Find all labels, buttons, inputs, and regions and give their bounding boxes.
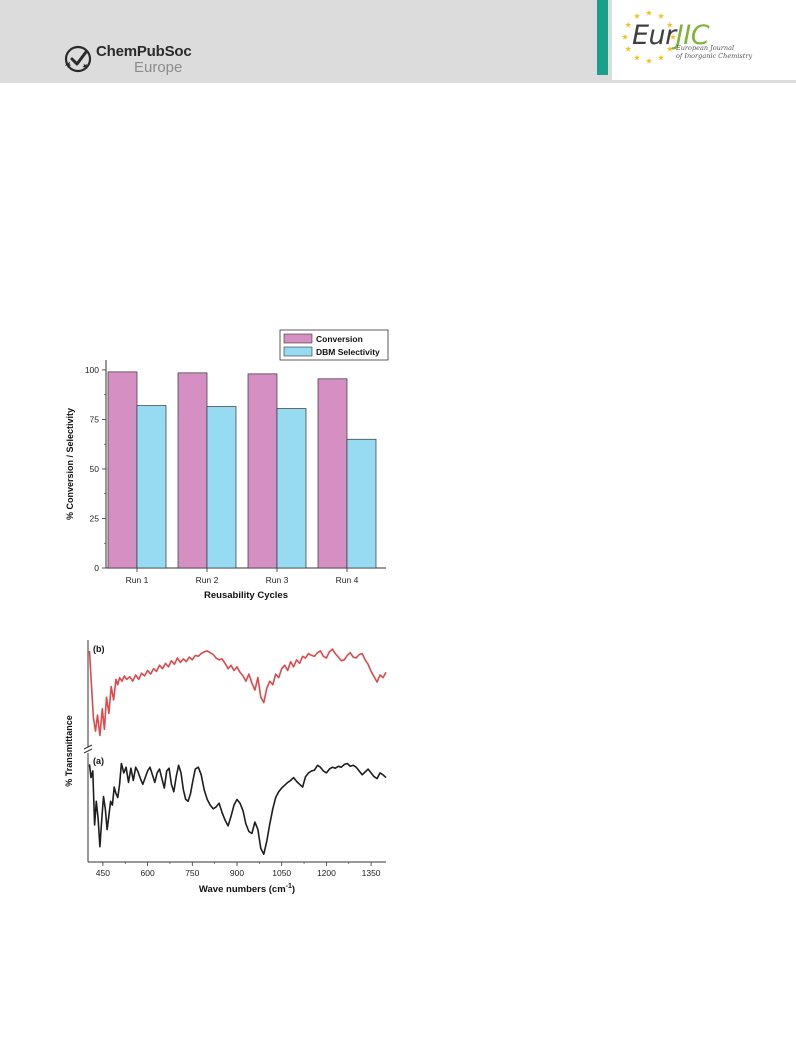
ir-x-tick-label: 450 xyxy=(96,868,110,878)
ir-x-tick-label: 1200 xyxy=(317,868,336,878)
ir-x-tick-label: 1050 xyxy=(272,868,291,878)
bar-conversion-3 xyxy=(247,373,278,569)
bar-conversion-1 xyxy=(107,371,138,569)
ir-x-axis-title-sup: -1 xyxy=(286,883,292,890)
publisher-region: Europe xyxy=(134,59,183,76)
publisher-name: ChemPubSoc xyxy=(96,43,192,60)
bar-selectivity-2 xyxy=(206,406,237,569)
bar-legend-swatch-2 xyxy=(283,346,313,357)
journal-accent-bar xyxy=(597,0,608,75)
ir-x-tick-label: 900 xyxy=(230,868,244,878)
bar-selectivity-4 xyxy=(346,438,377,569)
bar-conversion-2 xyxy=(177,372,208,569)
bar-y-tick-label: 0 xyxy=(94,563,99,573)
ir-axis-break-mark-2 xyxy=(83,748,93,754)
journal-fullname: European Journal of Inorganic Chemistry xyxy=(676,44,753,60)
bar-x-tick-label: Run 2 xyxy=(196,575,219,585)
journal-wordmark-part2: JIC xyxy=(675,20,710,51)
ir-x-tick-label: 600 xyxy=(141,868,155,878)
eu-star-6 xyxy=(657,54,665,61)
eu-star-7 xyxy=(645,57,653,64)
bar-y-tick-label: 75 xyxy=(90,414,100,424)
ir-axis-break-mark-1 xyxy=(83,744,93,750)
eu-star-10 xyxy=(621,33,629,40)
eu-stars-icon xyxy=(621,9,677,64)
ir-trace-b xyxy=(88,648,387,737)
bar-x-tick-label: Run 1 xyxy=(126,575,149,585)
bar-x-tick-label: Run 4 xyxy=(336,575,359,585)
eu-star-2 xyxy=(657,13,665,19)
ir-series-label-b: (b) xyxy=(93,644,105,654)
bar-y-tick-label: 25 xyxy=(90,513,100,523)
ir-x-tick-label: 750 xyxy=(185,868,199,878)
ir-series-label-a: (a) xyxy=(93,756,104,766)
bar-legend-label-1: Conversion xyxy=(316,334,363,344)
ir-x-axis-title: Wave numbers (cm-1) xyxy=(199,883,295,895)
ir-x-tick-label: 1350 xyxy=(362,868,381,878)
bar-conversion-4 xyxy=(317,378,348,569)
bar-chart-canvas: Conversion DBM Selectivity 0 25 50 75 100 Run 1… xyxy=(65,329,389,601)
journal-fullname-line2: of Inorganic Chemistry xyxy=(676,51,753,60)
chempubsoc-logo: ChemPubSoc Europe xyxy=(64,42,204,78)
bar-x-tick-label: Run 3 xyxy=(266,575,289,585)
bar-selectivity-1 xyxy=(136,405,167,569)
ir-y-axis-title: % Transmittance xyxy=(64,715,74,787)
bar-y-tick-label: 50 xyxy=(90,464,100,474)
reusability-bar-chart: Conversion DBM Selectivity 0 25 50 75 100 Run 1… xyxy=(60,326,400,610)
ir-spectra-chart: 450 600 750 900 1050 1200 1350 (b) (a) Wave numbe… xyxy=(60,636,400,900)
journal-wordmark: EurJIC xyxy=(632,20,710,51)
ir-x-axis-title-close: ) xyxy=(292,884,295,895)
eu-star-12 xyxy=(633,13,641,19)
ir-trace-a xyxy=(88,762,387,855)
bar-selectivity-3 xyxy=(276,408,307,569)
eu-star-1 xyxy=(645,9,653,16)
eu-star-3 xyxy=(666,21,673,28)
eu-star-4 xyxy=(669,33,677,40)
ir-chart-canvas: 450 600 750 900 1050 1200 1350 (b) (a) Wave numbe… xyxy=(64,640,387,895)
journal-wordmark-part1: Eur xyxy=(632,20,676,51)
journal-header: ChemPubSoc Europe EurJIC European Journa… xyxy=(0,0,796,83)
bar-legend-label-2: DBM Selectivity xyxy=(316,347,380,357)
bar-y-axis-title: % Conversion / Selectivity xyxy=(65,408,75,520)
ir-x-axis-title-base: Wave numbers (cm xyxy=(199,884,286,895)
eu-star-5 xyxy=(666,45,673,52)
eu-star-8 xyxy=(633,54,641,61)
bar-legend-swatch-1 xyxy=(283,333,313,344)
eu-star-9 xyxy=(625,45,632,52)
bar-y-tick-label: 100 xyxy=(85,365,99,375)
chempubsoc-emblem-icon xyxy=(64,45,92,73)
eurjic-logo: EurJIC European Journal of Inorganic Che… xyxy=(612,0,796,80)
bar-legend: Conversion DBM Selectivity xyxy=(279,329,389,361)
journal-fullname-line1: European Journal xyxy=(676,44,735,52)
eu-star-11 xyxy=(625,21,632,28)
bar-x-axis-title: Reusability Cycles xyxy=(204,590,288,601)
